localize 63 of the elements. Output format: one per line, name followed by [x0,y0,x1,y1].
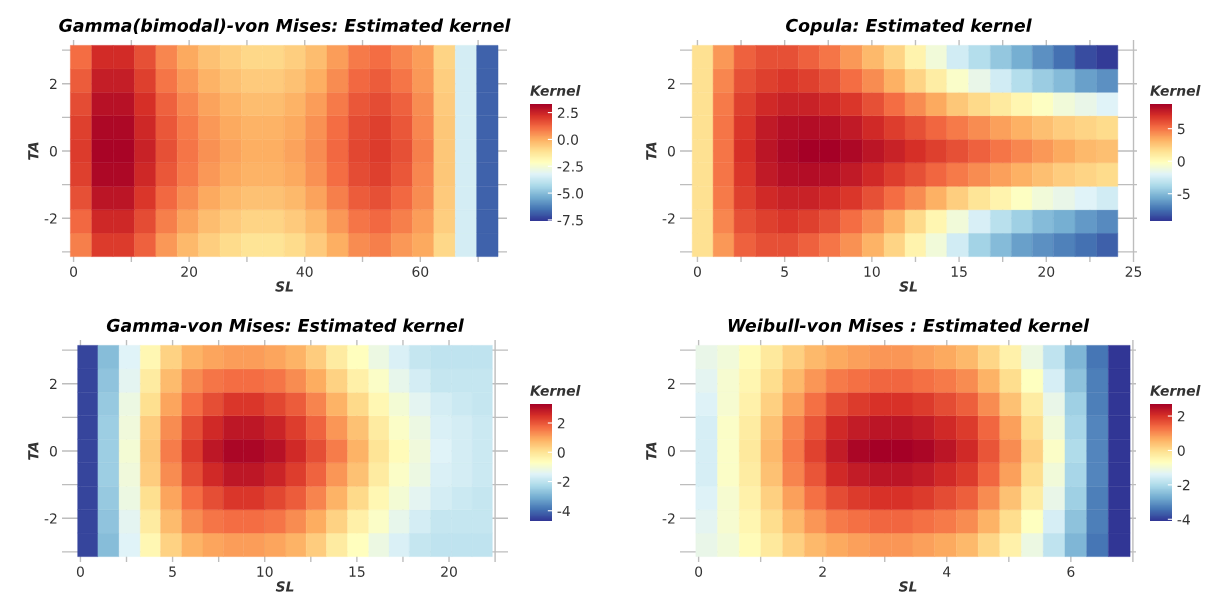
color-bar-label: 5 [1177,123,1185,135]
color-bar-label: -5 [1177,188,1190,200]
x-tick-label: 5 [781,266,788,277]
x-tick-label: 20 [181,266,198,277]
y-tick-label: -2 [44,513,57,524]
x-tick-label: 15 [951,266,967,277]
x-tick-label: 10 [257,566,273,577]
y-tick-label: -2 [44,213,57,224]
y-tick-label: -2 [662,513,675,524]
x-tick-label: 20 [441,566,457,577]
x-tick-label: 4 [943,566,951,577]
y-tick-label: 0 [49,145,57,157]
x-tick-label: 2 [819,566,826,577]
y-tick-label: 2 [668,78,675,89]
y-tick-label: 0 [667,445,675,457]
x-tick-label: 6 [1067,566,1075,577]
y-tick-label: 2 [50,78,57,89]
x-tick-label: 0 [695,566,703,577]
x-tick-label: 15 [349,566,365,577]
color-bar-label: 0.0 [557,134,579,145]
y-axis-title: TA [646,142,657,160]
color-bar-label: 2 [557,417,565,429]
color-bar-label: 0 [1177,445,1185,456]
y-tick-label: 2 [50,378,57,389]
x-tick-label: 60 [412,266,429,277]
color-bar-label: 2.5 [557,107,578,119]
x-tick-label: 40 [296,266,313,277]
y-tick-label: 2 [668,378,675,389]
color-bar-label: -2.5 [557,161,583,172]
chart-title: Gamma-von Mises: Estimated kernel [106,318,464,332]
y-axis-title: TA [646,442,657,460]
x-tick-label: 20 [1038,266,1055,277]
y-axis-title: TA [28,442,39,460]
color-bar-label: -4 [557,505,570,517]
color-bar-label: -2 [557,476,570,487]
color-bar-label: -4 [1177,514,1190,525]
color-bar-label: 0 [557,447,565,458]
y-tick-label: -2 [662,213,675,224]
chart-title: Gamma(bimodal)-von Mises: Estimated kernel [59,18,511,34]
x-tick-label: 0 [70,266,78,277]
color-bar-title: Kernel [1150,385,1201,396]
color-bar-label: -5.0 [557,188,584,199]
color-bar-label: -7.5 [557,215,583,226]
x-axis-title: SL [275,281,293,292]
x-tick-label: 5 [169,566,176,577]
color-bar-title: Kernel [530,385,581,396]
color-bar-label: -2 [1177,479,1190,491]
x-axis-title: SL [899,281,917,292]
x-tick-label: 0 [76,566,84,577]
chart-title: Copula: Estimated kernel [786,18,1032,36]
color-bar-title: Kernel [1150,85,1201,96]
x-tick-label: 0 [693,266,701,277]
y-tick-label: 0 [49,445,57,457]
color-bar-label: 2 [1177,411,1185,422]
x-tick-label: 10 [864,266,880,277]
x-tick-label: 25 [1125,266,1142,277]
y-tick-label: 0 [667,145,675,157]
x-axis-title: SL [275,581,294,592]
x-axis-title: SL [898,581,917,592]
color-bar-label: 0 [1177,156,1185,167]
color-bar-title: Kernel [530,85,581,96]
chart-title: Weibull-von Mises : Estimated kernel [728,318,1090,332]
y-axis-title: TA [28,142,39,160]
